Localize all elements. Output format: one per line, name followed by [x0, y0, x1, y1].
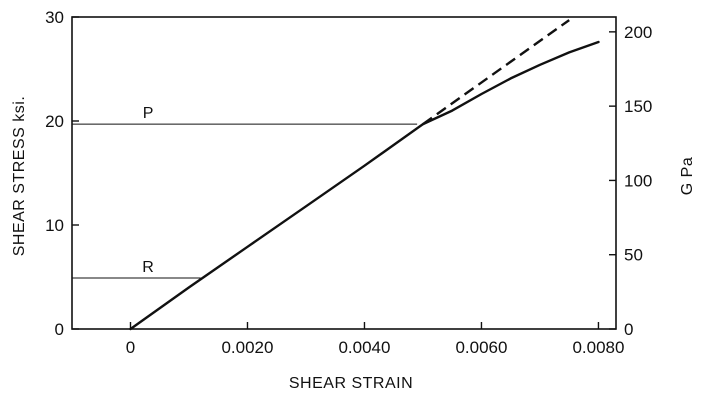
plot-frame: [71, 16, 617, 330]
y-axis-title: SHEAR STRESS ksi.: [11, 96, 28, 257]
x-tick-label: 0.0020: [221, 338, 273, 357]
y2-tick-label: 200: [624, 23, 652, 42]
x-tick-label: 0.0080: [572, 338, 624, 357]
y2-tick-label: 50: [624, 246, 643, 265]
x-tick-label: 0.0060: [455, 338, 507, 357]
y2-axis-title: G Pa: [679, 157, 696, 195]
stress-strain-curve: [129, 40, 600, 331]
annotation-lines: PR: [72, 105, 418, 279]
linear-extrapolation-line: [422, 19, 570, 126]
annotation-label-r: R: [142, 259, 154, 276]
x-tick-label: 0: [126, 338, 135, 357]
axis-ticks: 0 0.0020 0.0040 0.0060 0.0080010203005010015…: [45, 8, 652, 357]
y-tick-label: 30: [45, 8, 64, 27]
y2-tick-label: 100: [624, 171, 652, 190]
y-tick-label: 20: [45, 112, 64, 131]
y-tick-label: 0: [55, 320, 64, 339]
annotation-label-p: P: [143, 105, 154, 122]
x-axis-title: SHEAR STRAIN: [289, 375, 413, 392]
axes-frame: [71, 16, 617, 330]
x-tick-label: 0.0040: [338, 338, 390, 357]
y2-tick-label: 150: [624, 97, 652, 116]
data-series: [129, 19, 600, 331]
y2-tick-label: 0: [624, 320, 633, 339]
y-tick-label: 10: [45, 216, 64, 235]
